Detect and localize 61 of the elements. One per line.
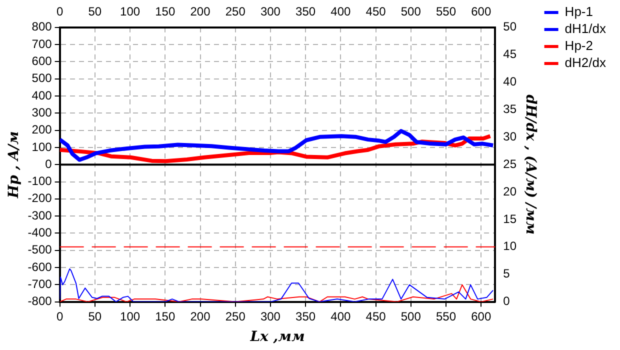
y-tick-label: 500 [32,71,52,86]
x2-tick-label: 500 [400,4,422,19]
legend-label: Hp-1 [564,4,593,20]
y2-axis-title: dH/dx , (A/м) /мм [522,94,538,235]
y-tick-label: 0 [45,156,52,171]
x-tick-label: 150 [155,309,176,324]
y-tick-label: 800 [32,20,52,34]
y2-tick-label: 0 [503,294,510,308]
x2-tick-label: 300 [260,4,281,19]
x2-tick-label: 0 [56,4,64,19]
y-tick-label: 300 [32,105,52,120]
x-tick-label: 250 [225,309,246,324]
y-tick-label: -800 [28,294,52,308]
y-tick-label: -700 [28,276,52,291]
x-tick-label: 600 [471,309,492,324]
y-tick-label: 600 [32,54,52,68]
y-tick-label: 100 [32,140,52,154]
y-axis-title: Hp , A/м [6,131,22,200]
y2-tick-label: 25 [503,156,517,171]
x2-tick-label: 200 [190,4,211,19]
y2-tick-label: 35 [503,102,517,116]
y-tick-label: 400 [32,88,52,102]
x-tick-label: 50 [88,309,102,324]
x-tick-label: 500 [400,309,422,324]
y-tick-label: -400 [28,226,52,240]
x-tick-label: 400 [330,309,352,324]
legend-label: Hp-2 [564,38,593,54]
y-tick-label: -300 [28,208,52,222]
y2-tick-label: 50 [503,20,517,34]
x2-tick-label: 50 [88,4,102,19]
y-tick-label: -200 [28,191,52,206]
x-tick-label: 450 [366,309,386,324]
x2-tick-label: 250 [225,4,246,19]
x2-tick-label: 100 [120,4,140,19]
x2-tick-label: 350 [296,4,316,19]
y-tick-label: 700 [32,36,52,51]
x2-tick-label: 600 [471,4,492,19]
y2-tick-label: 10 [503,239,517,254]
x2-tick-label: 450 [366,4,386,19]
x-tick-label: 550 [436,309,456,324]
x2-tick-label: 400 [330,4,352,19]
legend-label: dH1/dx [564,21,606,36]
y2-tick-label: 5 [503,266,510,281]
y2-tick-label: 40 [503,74,517,89]
x-tick-label: 200 [190,309,211,324]
x-axis-title: Lx ,мм [249,329,305,346]
x2-tick-label: 550 [436,4,456,19]
y2-tick-label: 15 [503,212,517,226]
x2-tick-label: 150 [155,4,176,19]
y-tick-label: -500 [28,242,52,257]
y2-tick-label: 45 [503,47,517,62]
y2-tick-label: 20 [503,184,517,198]
y-tick-label: -100 [28,174,52,188]
y-tick-label: 200 [32,122,52,137]
y2-tick-label: 30 [503,129,517,144]
x-tick-label: 0 [56,309,64,324]
y-tick-label: -600 [28,260,52,274]
legend-label: dH2/dx [564,55,606,70]
x-tick-label: 350 [296,309,316,324]
x-tick-label: 300 [260,309,281,324]
x-tick-label: 100 [120,309,140,324]
